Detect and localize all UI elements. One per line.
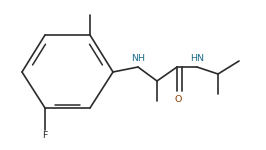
Text: NH: NH (131, 54, 145, 63)
Text: O: O (175, 95, 182, 104)
Text: F: F (42, 132, 48, 141)
Text: HN: HN (190, 54, 204, 63)
